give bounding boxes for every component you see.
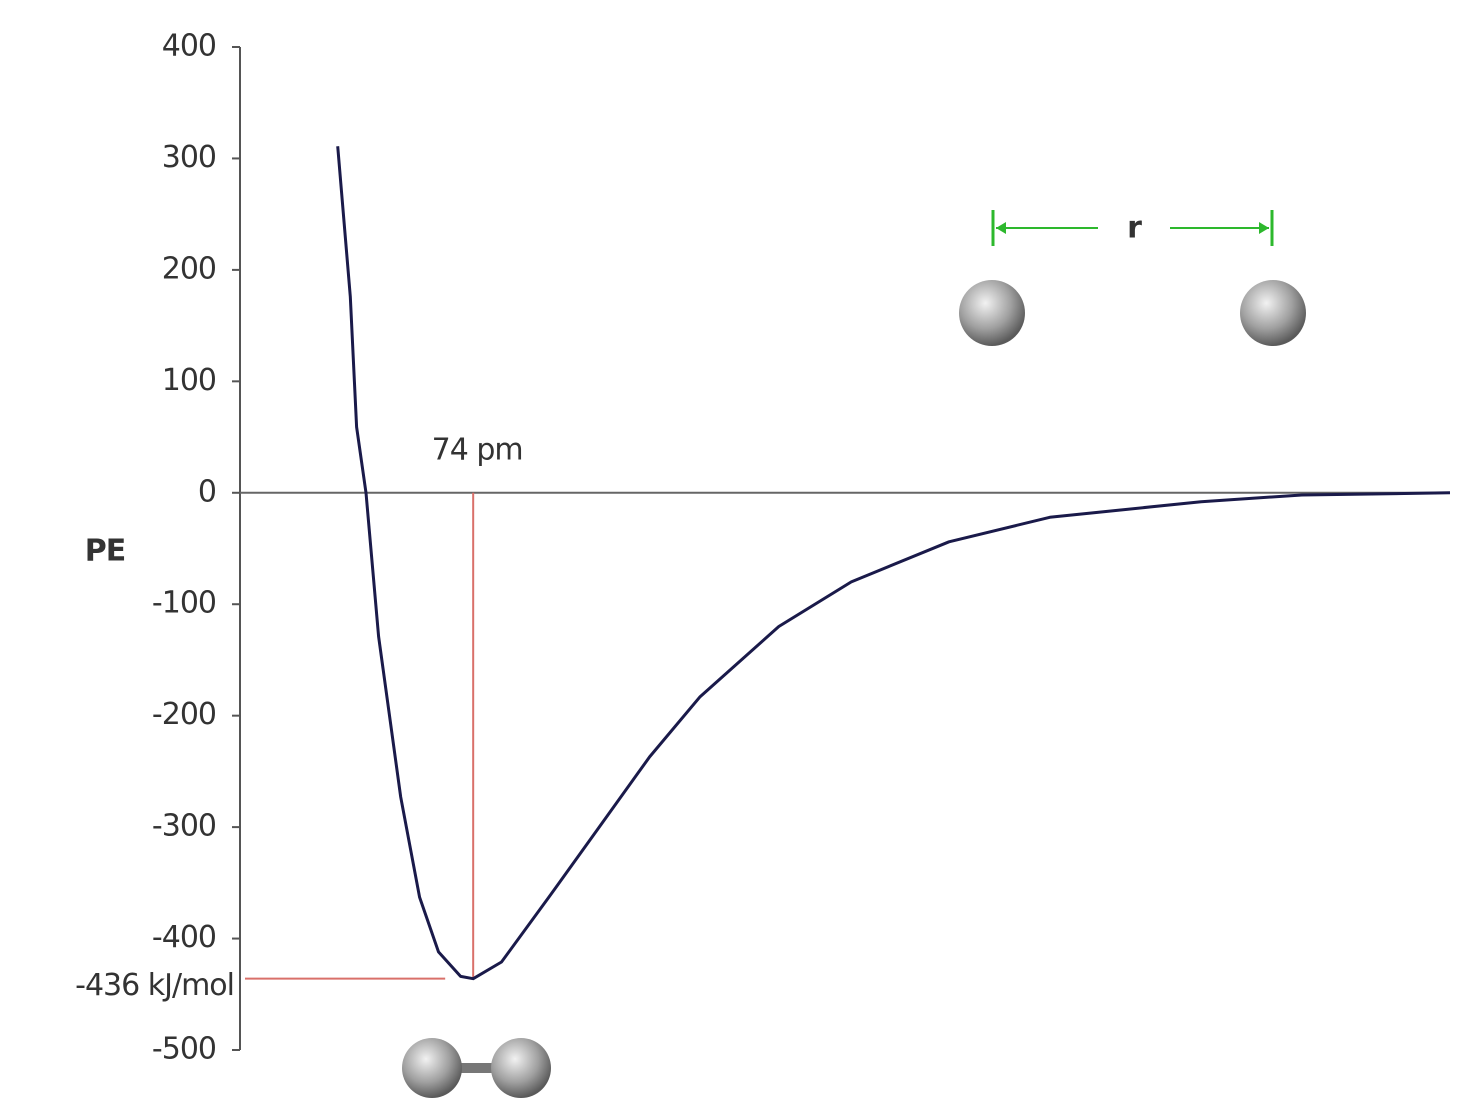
y-tick-label: 200	[162, 251, 216, 286]
y-tick-label: -400	[152, 920, 216, 955]
equilibrium-x-label: 74 pm	[432, 432, 523, 467]
curve	[336, 146, 1451, 981]
bond	[440, 1063, 510, 1073]
y-tick-label: 300	[162, 140, 216, 175]
inset-label: r	[1127, 211, 1142, 246]
equilibrium-y-label: -436 kJ/mol	[75, 968, 234, 1003]
y-tick-label: 100	[162, 363, 216, 398]
y-tick-label: 400	[162, 29, 216, 64]
y-tick-label: -200	[152, 697, 216, 732]
y-tick-label: 0	[198, 474, 216, 509]
atom	[402, 1038, 462, 1098]
y-axis-label: PE	[85, 534, 125, 569]
inset: r	[959, 210, 1306, 346]
atom	[1240, 280, 1306, 346]
y-tick-label: -100	[152, 586, 216, 621]
y-tick-label: -500	[152, 1032, 216, 1067]
atom	[959, 280, 1025, 346]
atom	[491, 1038, 551, 1098]
molecule	[402, 1038, 551, 1098]
y-tick-label: -300	[152, 809, 216, 844]
